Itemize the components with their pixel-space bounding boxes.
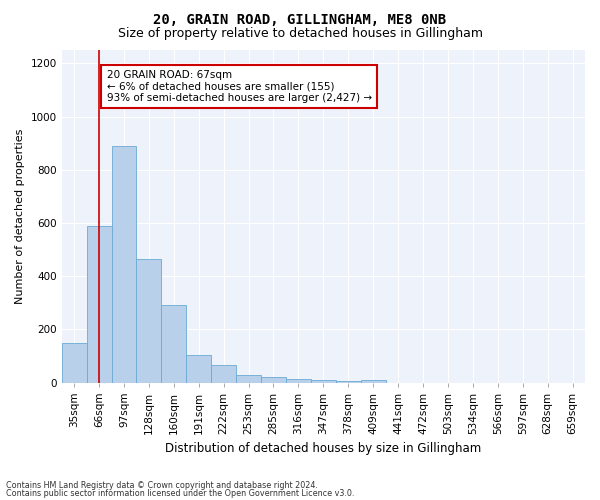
Bar	[211, 365, 236, 382]
Bar	[186, 354, 211, 382]
Text: 20, GRAIN ROAD, GILLINGHAM, ME8 0NB: 20, GRAIN ROAD, GILLINGHAM, ME8 0NB	[154, 12, 446, 26]
Bar	[161, 306, 186, 382]
Bar	[286, 380, 311, 382]
Bar	[62, 342, 86, 382]
Bar	[136, 259, 161, 382]
X-axis label: Distribution of detached houses by size in Gillingham: Distribution of detached houses by size …	[165, 442, 481, 455]
Bar	[112, 146, 136, 382]
Bar	[236, 375, 261, 382]
Bar	[361, 380, 386, 382]
Y-axis label: Number of detached properties: Number of detached properties	[15, 128, 25, 304]
Bar	[311, 380, 336, 382]
Text: Size of property relative to detached houses in Gillingham: Size of property relative to detached ho…	[118, 28, 482, 40]
Bar	[336, 381, 361, 382]
Text: Contains public sector information licensed under the Open Government Licence v3: Contains public sector information licen…	[6, 488, 355, 498]
Bar	[261, 377, 286, 382]
Text: Contains HM Land Registry data © Crown copyright and database right 2024.: Contains HM Land Registry data © Crown c…	[6, 481, 318, 490]
Text: 20 GRAIN ROAD: 67sqm
← 6% of detached houses are smaller (155)
93% of semi-detac: 20 GRAIN ROAD: 67sqm ← 6% of detached ho…	[107, 70, 371, 103]
Bar	[86, 226, 112, 382]
